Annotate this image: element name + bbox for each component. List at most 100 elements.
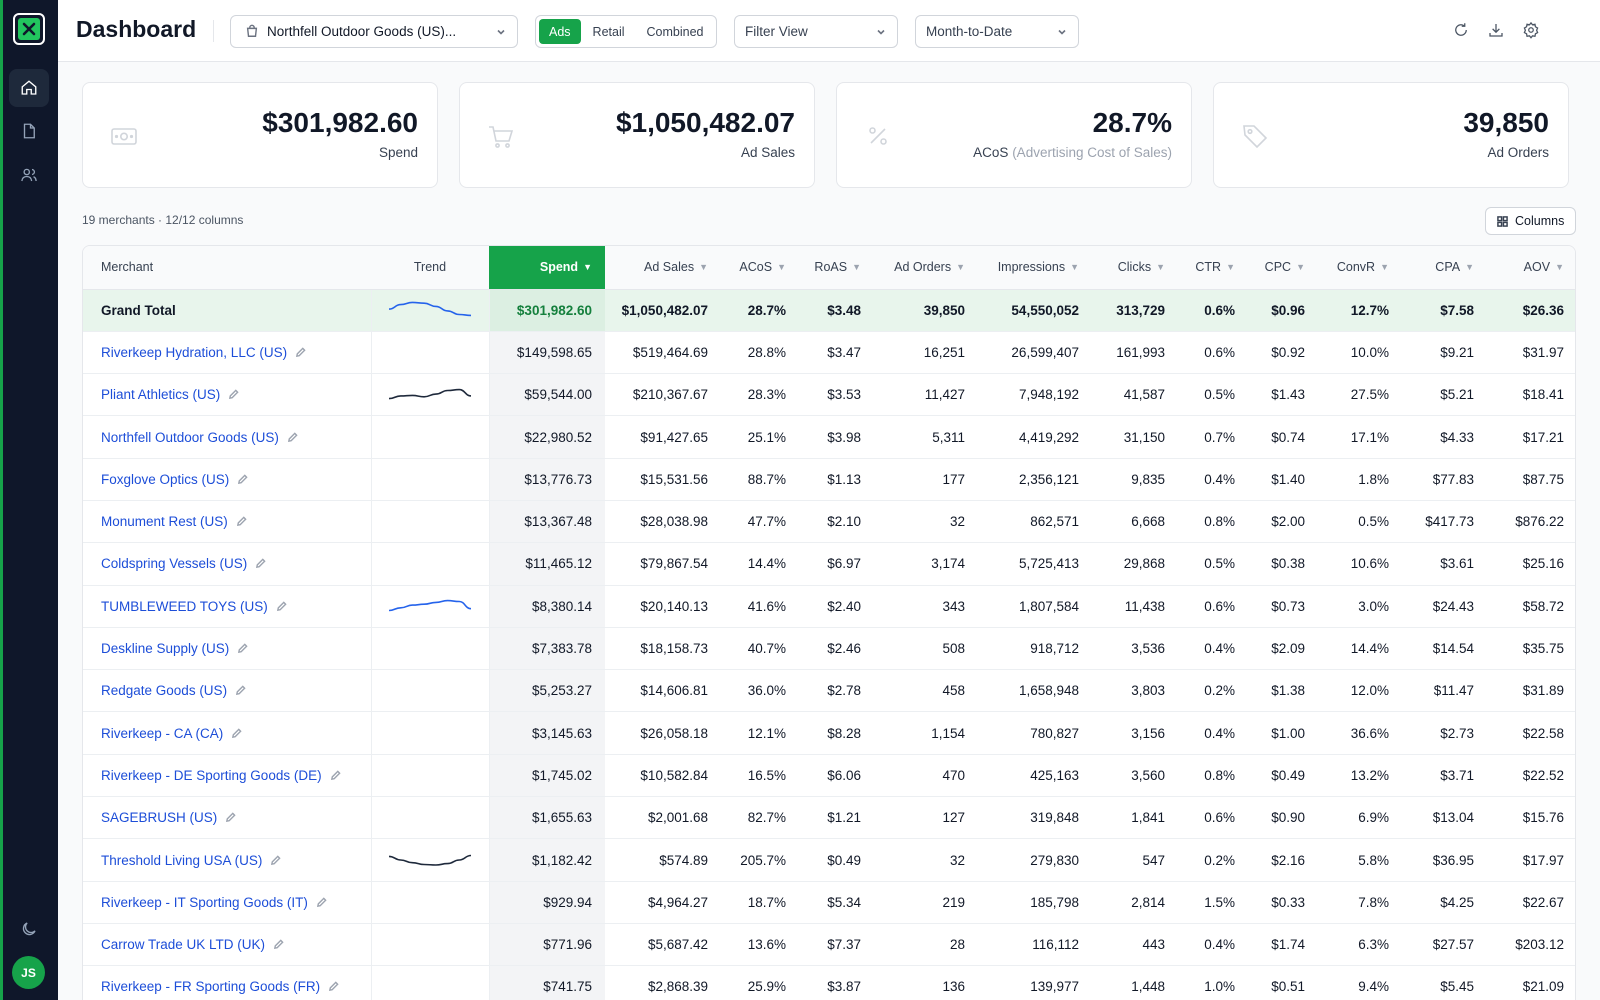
column-header-ctr[interactable]: CTR ▼ [1178,246,1248,290]
merchant-link[interactable]: Carrow Trade UK LTD (UK) [101,937,266,953]
column-header-clicks[interactable]: Clicks ▼ [1092,246,1178,290]
ad-orders-cell: 458 [874,669,978,713]
table-row[interactable]: Coldspring Vessels (US) $11,465.12 $79,867… [83,542,1575,586]
column-header-label: Clicks [1117,260,1152,275]
pencil-icon[interactable] [328,980,339,992]
merchant-cell: SAGEBRUSH (US) [83,796,372,840]
merchant-link[interactable]: Riverkeep - DE Sporting Goods (DE) [101,767,322,783]
table-row[interactable]: Northfell Outdoor Goods (US) $22,980.52 $9… [83,415,1575,459]
pencil-icon[interactable] [255,557,266,569]
cpa-cell: $417.73 [1402,500,1487,544]
pencil-icon[interactable] [316,896,327,907]
pencil-icon[interactable] [270,854,281,865]
pencil-icon[interactable] [225,811,236,823]
segment-retail[interactable]: Retail [592,24,625,39]
merchant-link[interactable]: Riverkeep Hydration, LLC (US) [101,344,288,360]
table-row[interactable]: Riverkeep - CA (CA) $3,145.63 $26,058.18 12… [83,711,1575,755]
table-row[interactable]: Riverkeep - IT Sporting Goods (IT) $929.9… [83,881,1575,924]
column-header-cpa[interactable]: CPA ▼ [1402,246,1487,290]
filter-view-select[interactable]: Filter View [734,15,898,48]
table-row[interactable]: Riverkeep - DE Sporting Goods (DE) $1,745… [83,754,1575,798]
download-button[interactable] [1487,21,1505,39]
table-row[interactable]: Redgate Goods (US) $5,253.27 $14,606.81 36.… [83,669,1575,713]
column-header-spend[interactable]: Spend ▼ [489,246,605,290]
table-row[interactable]: Foxglove Optics (US) $13,776.73 $15,531.56… [83,458,1575,501]
merchant-link[interactable]: Northfell Outdoor Goods (US) [101,429,279,445]
table-row[interactable]: SAGEBRUSH (US) $1,655.63 $2,001.68 82.7% $1.… [83,796,1575,840]
merchant-link[interactable]: Riverkeep - CA (CA) [101,725,224,741]
pencil-icon[interactable] [231,727,242,738]
merchant-link[interactable]: Riverkeep - FR Sporting Goods (FR) [101,979,321,995]
refresh-button[interactable] [1452,21,1470,39]
pencil-icon[interactable] [237,642,248,654]
impressions-cell: 185,798 [978,881,1092,924]
convr-cell: 12.7% [1318,289,1402,332]
column-header-convr[interactable]: ConvR ▼ [1318,246,1402,290]
pencil-icon[interactable] [236,515,247,527]
sidebar-item-users[interactable] [9,156,49,194]
merchant-link[interactable]: TUMBLEWEED TOYS (US) [101,598,268,614]
column-header-aov[interactable]: AOV ▼ [1487,246,1575,290]
sidebar-item-home[interactable] [9,69,49,107]
aov-cell: $17.97 [1487,838,1575,882]
merchant-link[interactable]: Foxglove Optics (US) [101,471,230,487]
convr-cell: 10.0% [1318,331,1402,375]
pencil-icon[interactable] [330,769,341,780]
column-header-acos[interactable]: ACoS ▼ [721,246,799,290]
column-header-cpc[interactable]: CPC ▼ [1248,246,1318,290]
column-header-merchant[interactable]: Merchant [83,246,371,290]
merchant-link[interactable]: Monument Rest (US) [101,514,228,530]
sidebar-item-documents[interactable] [9,112,49,150]
spend-cell: $301,982.60 [489,289,605,332]
table-row[interactable]: Monument Rest (US) $13,367.48 $28,038.98 47… [83,500,1575,544]
merchant-link[interactable]: Redgate Goods (US) [101,683,228,699]
merchant-link[interactable]: Pliant Athletics (US) [101,387,221,403]
merchant-link[interactable]: SAGEBRUSH (US) [101,810,218,826]
table-row[interactable]: Threshold Living USA (US) $1,182.42 $574.8… [83,838,1575,882]
spend-cell: $7,383.78 [489,627,605,671]
merchant-link[interactable]: Coldspring Vessels (US) [101,556,248,572]
theme-toggle[interactable] [9,910,49,948]
pencil-icon[interactable] [273,938,284,950]
segment-combined[interactable]: Combined [646,24,704,39]
merchant-link[interactable]: Deskline Supply (US) [101,641,230,657]
pencil-icon[interactable] [228,388,239,400]
settings-button[interactable] [1522,21,1540,39]
pencil-icon[interactable] [287,431,298,442]
pencil-icon[interactable] [237,473,248,484]
app-logo[interactable] [13,13,45,45]
columns-button[interactable]: Columns [1485,207,1576,235]
table-row[interactable]: Riverkeep - FR Sporting Goods (FR) $741.7… [83,965,1575,1000]
table-row[interactable]: Pliant Athletics (US) $59,544.00 $210,367.… [83,373,1575,417]
acos-cell: 25.9% [721,965,799,1000]
column-header-label: CTR [1195,260,1222,275]
clicks-cell: 1,841 [1092,796,1178,840]
cpa-cell: $7.58 [1402,289,1487,332]
aov-cell: $87.75 [1487,458,1575,501]
cpc-cell: $1.40 [1248,458,1318,501]
merchant-link[interactable]: Riverkeep - IT Sporting Goods (IT) [101,894,308,910]
date-range-select[interactable]: Month-to-Date [915,15,1079,48]
merchant-link[interactable]: Threshold Living USA (US) [101,852,263,868]
spend-cell: $22,980.52 [489,415,605,459]
table-row[interactable]: Deskline Supply (US) $7,383.78 $18,158.73 4… [83,627,1575,671]
ad-orders-cell: 5,311 [874,415,978,459]
table-row[interactable]: Riverkeep Hydration, LLC (US) $149,598.65… [83,331,1575,375]
pencil-icon[interactable] [295,346,306,357]
store-select[interactable]: Northfell Outdoor Goods (US)... [230,15,518,48]
column-header-ad-orders[interactable]: Ad Orders ▼ [874,246,978,290]
segment-ads[interactable]: Ads [539,19,581,44]
column-header-label: CPA [1435,260,1461,275]
pencil-icon[interactable] [276,600,287,611]
spend-cell: $59,544.00 [489,373,605,417]
impressions-cell: 780,827 [978,711,1092,755]
table-row[interactable]: TUMBLEWEED TOYS (US) $8,380.14 $20,140.13 4… [83,585,1575,628]
user-avatar[interactable]: JS [12,956,45,989]
column-header-ad-sales[interactable]: Ad Sales ▼ [605,246,721,290]
table-row[interactable]: Carrow Trade UK LTD (UK) $771.96 $5,687.42… [83,923,1575,967]
column-header-impressions[interactable]: Impressions ▼ [978,246,1092,290]
pencil-icon[interactable] [235,684,246,696]
acos-cell: 47.7% [721,500,799,544]
column-header-roas[interactable]: RoAS ▼ [799,246,874,290]
download-icon [1489,24,1503,37]
